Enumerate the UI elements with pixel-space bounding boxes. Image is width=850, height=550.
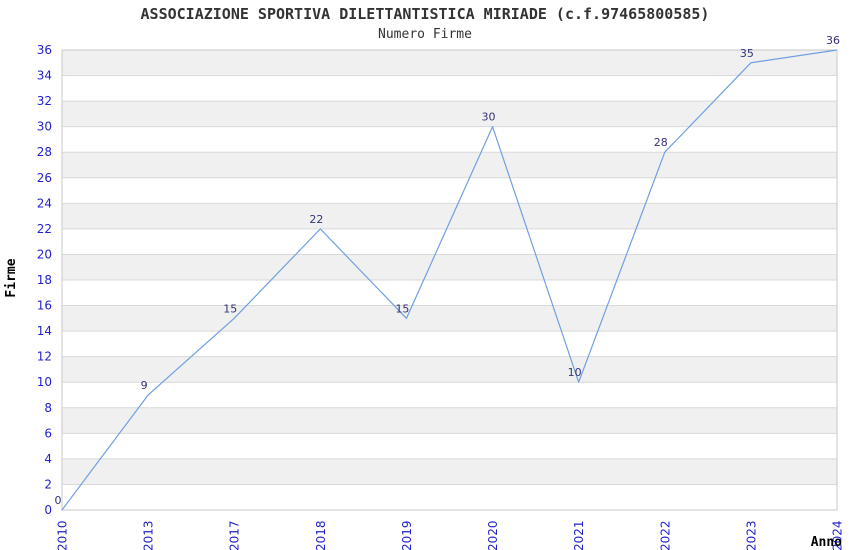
plot-bands [62,50,837,510]
svg-text:32: 32 [37,94,52,108]
svg-text:2013: 2013 [142,520,156,550]
svg-text:28: 28 [37,145,52,159]
plot-border [61,49,838,511]
svg-text:8: 8 [44,401,52,415]
svg-text:2024: 2024 [831,520,845,550]
svg-text:34: 34 [37,69,52,83]
data-labels: 0 9 15 22 15 30 10 28 35 36 [55,34,841,507]
svg-text:16: 16 [37,299,52,313]
svg-text:20: 20 [37,247,52,261]
x-axis-labels: 2010 2013 2017 2018 2019 2020 2021 2022 2023 2024 [56,520,845,550]
svg-text:22: 22 [309,213,323,226]
chart-title: ASSOCIAZIONE SPORTIVA DILETTANTISTICA MI… [140,5,710,23]
svg-text:30: 30 [482,111,496,124]
svg-text:0: 0 [44,503,52,517]
svg-text:12: 12 [37,350,52,364]
svg-text:15: 15 [395,302,409,315]
svg-text:2021: 2021 [572,520,586,550]
svg-text:10: 10 [568,366,582,379]
svg-text:24: 24 [37,196,52,210]
svg-text:2019: 2019 [400,520,414,550]
svg-text:22: 22 [37,222,52,236]
svg-text:4: 4 [44,452,52,466]
svg-text:2018: 2018 [314,520,328,550]
svg-text:2017: 2017 [228,520,242,550]
svg-text:2: 2 [44,477,52,491]
svg-text:2010: 2010 [56,520,70,550]
y-axis-title: Firme [4,258,19,297]
svg-text:2020: 2020 [486,520,500,550]
svg-text:14: 14 [37,324,52,338]
svg-text:0: 0 [55,494,62,507]
svg-text:18: 18 [37,273,52,287]
svg-text:36: 36 [37,43,52,57]
svg-text:36: 36 [826,34,840,47]
svg-text:2023: 2023 [744,520,758,550]
svg-text:15: 15 [223,302,237,315]
chart-subtitle: Numero Firme [378,27,472,42]
axis-titles: Firme Anno [4,258,842,550]
svg-text:35: 35 [740,47,754,60]
svg-text:28: 28 [654,136,668,149]
svg-text:9: 9 [141,379,148,392]
svg-text:26: 26 [37,171,52,185]
series-line [61,49,838,511]
x-axis-title: Anno [811,535,842,550]
svg-text:10: 10 [37,375,52,389]
svg-text:30: 30 [37,120,52,134]
svg-text:6: 6 [44,426,52,440]
svg-text:2022: 2022 [658,520,672,550]
